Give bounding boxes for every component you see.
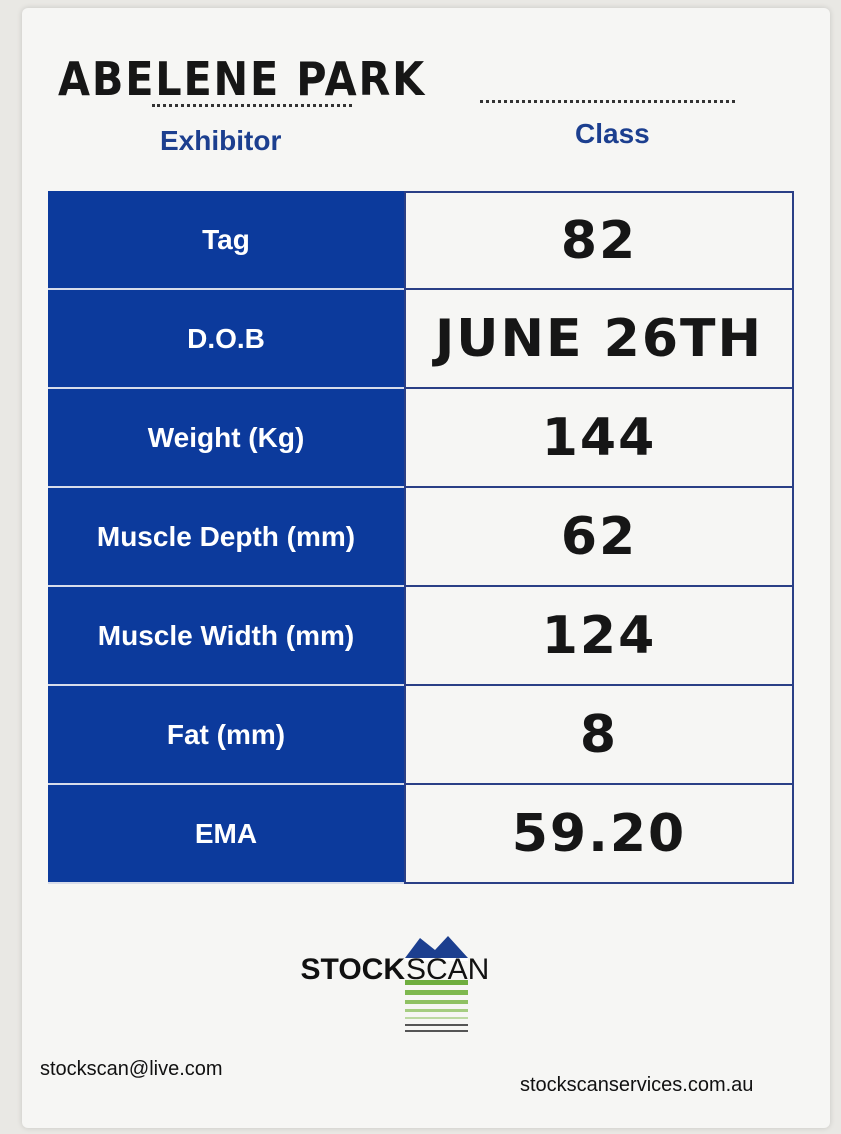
footer-email: stockscan@live.com [40, 1058, 223, 1080]
table-row: EMA 59.20 [48, 785, 794, 884]
row-value: 8 [404, 686, 794, 785]
row-value: 82 [404, 191, 794, 290]
logo-text: SCAN [406, 953, 489, 986]
row-label: Muscle Width (mm) [48, 587, 404, 686]
table-row: Tag 82 [48, 191, 794, 290]
table-row: Muscle Width (mm) 124 [48, 587, 794, 686]
logo-stripe [405, 1000, 468, 1004]
table-row: Weight (Kg) 144 [48, 389, 794, 488]
class-label: Class [575, 118, 650, 149]
table-row: Muscle Depth (mm) 62 [48, 488, 794, 587]
logo: STOCK SCAN [301, 936, 489, 1032]
row-label: Weight (Kg) [48, 389, 404, 488]
row-label: Tag [48, 191, 404, 290]
row-label: D.O.B [48, 290, 404, 389]
dotted-line [152, 104, 352, 107]
logo-stripe [405, 990, 468, 995]
logo-stripe [405, 1030, 468, 1032]
logo-text-bold: STOCK [301, 953, 406, 986]
row-label: EMA [48, 785, 404, 884]
dotted-line [480, 100, 735, 103]
logo-stripe [405, 980, 468, 985]
row-value: 144 [404, 389, 794, 488]
row-value: JUNE 26TH [404, 290, 794, 389]
table: Tag 82 D.O.B JUNE 26TH Weight (Kg) 144 Muscle … [48, 191, 794, 884]
logo-stripe [405, 1017, 468, 1019]
row-label: Muscle Depth (mm) [48, 488, 404, 587]
exhibitor-name: ABELENE PARK [58, 52, 427, 106]
card: ABELENE PARK Exhibitor Class Tag 82 D.O.B J… [22, 8, 830, 1128]
logo-mountain [405, 936, 468, 958]
logo-stripe [405, 1024, 468, 1026]
table-row: Fat (mm) 8 [48, 686, 794, 785]
exhibitor-label: Exhibitor [160, 125, 282, 156]
row-value: 124 [404, 587, 794, 686]
row-label: Fat (mm) [48, 686, 404, 785]
row-value: 59.20 [404, 785, 794, 884]
logo-stripe [405, 1009, 468, 1012]
logo-stripe [405, 958, 468, 961]
footer-website: stockscanservices.com.au [520, 1074, 754, 1096]
table-row: D.O.B JUNE 26TH [48, 290, 794, 389]
row-value: 62 [404, 488, 794, 587]
